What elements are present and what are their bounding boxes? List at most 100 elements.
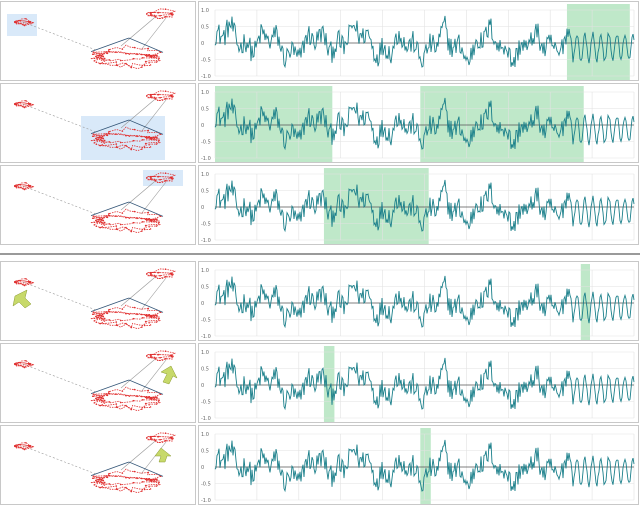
time-highlight: [420, 428, 431, 504]
main-attractor-point: [92, 51, 95, 53]
main-attractor-point: [106, 476, 109, 479]
main-attractor-point: [97, 480, 99, 483]
upper-attractor-point: [169, 176, 172, 179]
y-tick-label: 0: [201, 383, 204, 389]
upper-attractor-point: [171, 436, 173, 439]
small-attractor-point: [19, 102, 22, 104]
main-attractor-point: [140, 230, 143, 232]
main-attractor-point: [92, 311, 95, 313]
main-attractor-point: [144, 320, 147, 323]
upper-attractor-point: [171, 354, 173, 357]
main-attractor-point: [130, 408, 133, 411]
upper-attractor-point: [146, 12, 148, 15]
y-tick-label: 0.5: [201, 367, 209, 373]
upper-attractor-point: [165, 179, 167, 182]
main-attractor-point: [156, 218, 158, 220]
upper-attractor-point: [159, 356, 161, 359]
main-attractor-point: [143, 324, 146, 327]
upper-attractor-point: [150, 12, 152, 15]
small-attractor-point: [19, 444, 22, 446]
small-attractor-point: [19, 184, 22, 186]
main-attractor-point: [106, 312, 109, 315]
main-attractor-point: [108, 48, 110, 51]
embedding-panel: [0, 83, 196, 163]
main-attractor-point: [103, 312, 105, 315]
main-attractor-point: [97, 220, 99, 223]
small-attractor-point: [17, 361, 20, 364]
upper-attractor-point: [169, 272, 172, 275]
small-attractor-point: [19, 20, 22, 22]
main-attractor-point: [156, 136, 158, 138]
main-attractor-frame: [90, 37, 164, 53]
main-attractor-point: [149, 480, 152, 482]
main-attractor-point: [119, 319, 122, 322]
y-tick-label: -0.5: [201, 482, 211, 488]
main-attractor-point: [140, 148, 143, 150]
main-attractor-point: [132, 139, 135, 142]
upper-attractor-point: [146, 94, 148, 97]
main-attractor-point: [145, 219, 148, 221]
main-attractor-point: [115, 64, 118, 67]
time-series-svg: 1.0 0.5 0 -0.5 -1.0: [201, 264, 635, 340]
embedding-svg: [13, 350, 178, 412]
main-attractor-point: [115, 393, 117, 396]
small-attractor-point: [15, 444, 17, 446]
time-series-svg: 1.0 0.5 0 -0.5 -1.0: [201, 168, 635, 244]
signal-line: [214, 179, 635, 233]
small-attractor-point: [23, 366, 26, 369]
main-attractor-point: [144, 136, 147, 139]
main-attractor-point: [144, 314, 147, 317]
upper-attractor-point: [149, 437, 152, 440]
main-attractor-point: [132, 399, 135, 402]
signal-line: [214, 275, 635, 329]
attractor-group: [13, 172, 176, 234]
main-attractor-point: [156, 396, 158, 398]
small-attractor-point: [29, 20, 32, 23]
upper-attractor-point: [172, 177, 174, 180]
small-attractor-point: [25, 99, 27, 102]
main-attractor-point: [108, 212, 110, 215]
upper-attractor-point: [153, 93, 156, 96]
main-attractor-point: [144, 60, 147, 63]
main-attractor-point: [147, 471, 150, 474]
main-attractor-point: [121, 390, 124, 392]
small-attractor-point: [14, 281, 16, 284]
small-attractor-point: [23, 284, 26, 287]
main-attractor-point: [103, 52, 105, 55]
main-attractor-point: [100, 478, 103, 481]
main-attractor-point: [103, 399, 106, 402]
embedding-svg: [7, 8, 176, 70]
main-attractor-point: [100, 396, 103, 399]
main-attractor-point: [141, 317, 144, 319]
main-attractor-point: [108, 474, 111, 477]
main-attractor-point: [133, 470, 136, 473]
main-attractor-point: [102, 397, 105, 400]
small-attractor-point: [22, 365, 24, 368]
upper-attractor-point: [150, 176, 152, 179]
main-attractor-point: [121, 130, 124, 132]
upper-attractor-point: [153, 435, 156, 438]
time-highlight: [420, 86, 584, 162]
main-attractor-point: [125, 486, 127, 489]
main-attractor-point: [108, 472, 110, 475]
main-attractor-point: [103, 476, 105, 479]
main-attractor-point: [115, 228, 118, 231]
upper-attractor-point: [149, 13, 152, 16]
upper-attractor-point: [172, 437, 174, 440]
main-attractor-point: [128, 217, 131, 219]
main-attractor-point: [155, 143, 158, 145]
main-attractor-point: [108, 308, 110, 311]
main-attractor-point: [125, 394, 127, 397]
main-attractor-point: [100, 317, 103, 320]
main-attractor-point: [115, 51, 117, 54]
main-attractor-point: [140, 53, 143, 56]
small-attractor-point: [25, 441, 27, 444]
main-attractor-point: [119, 223, 122, 226]
main-attractor-point: [155, 485, 158, 487]
y-tick-label: 0.5: [201, 25, 209, 31]
main-attractor: [90, 44, 162, 70]
embedding-panel: [0, 165, 196, 245]
pointer-arrow-icon: [160, 365, 178, 385]
upper-attractor-point: [169, 12, 172, 15]
small-attractor-point: [15, 20, 17, 22]
